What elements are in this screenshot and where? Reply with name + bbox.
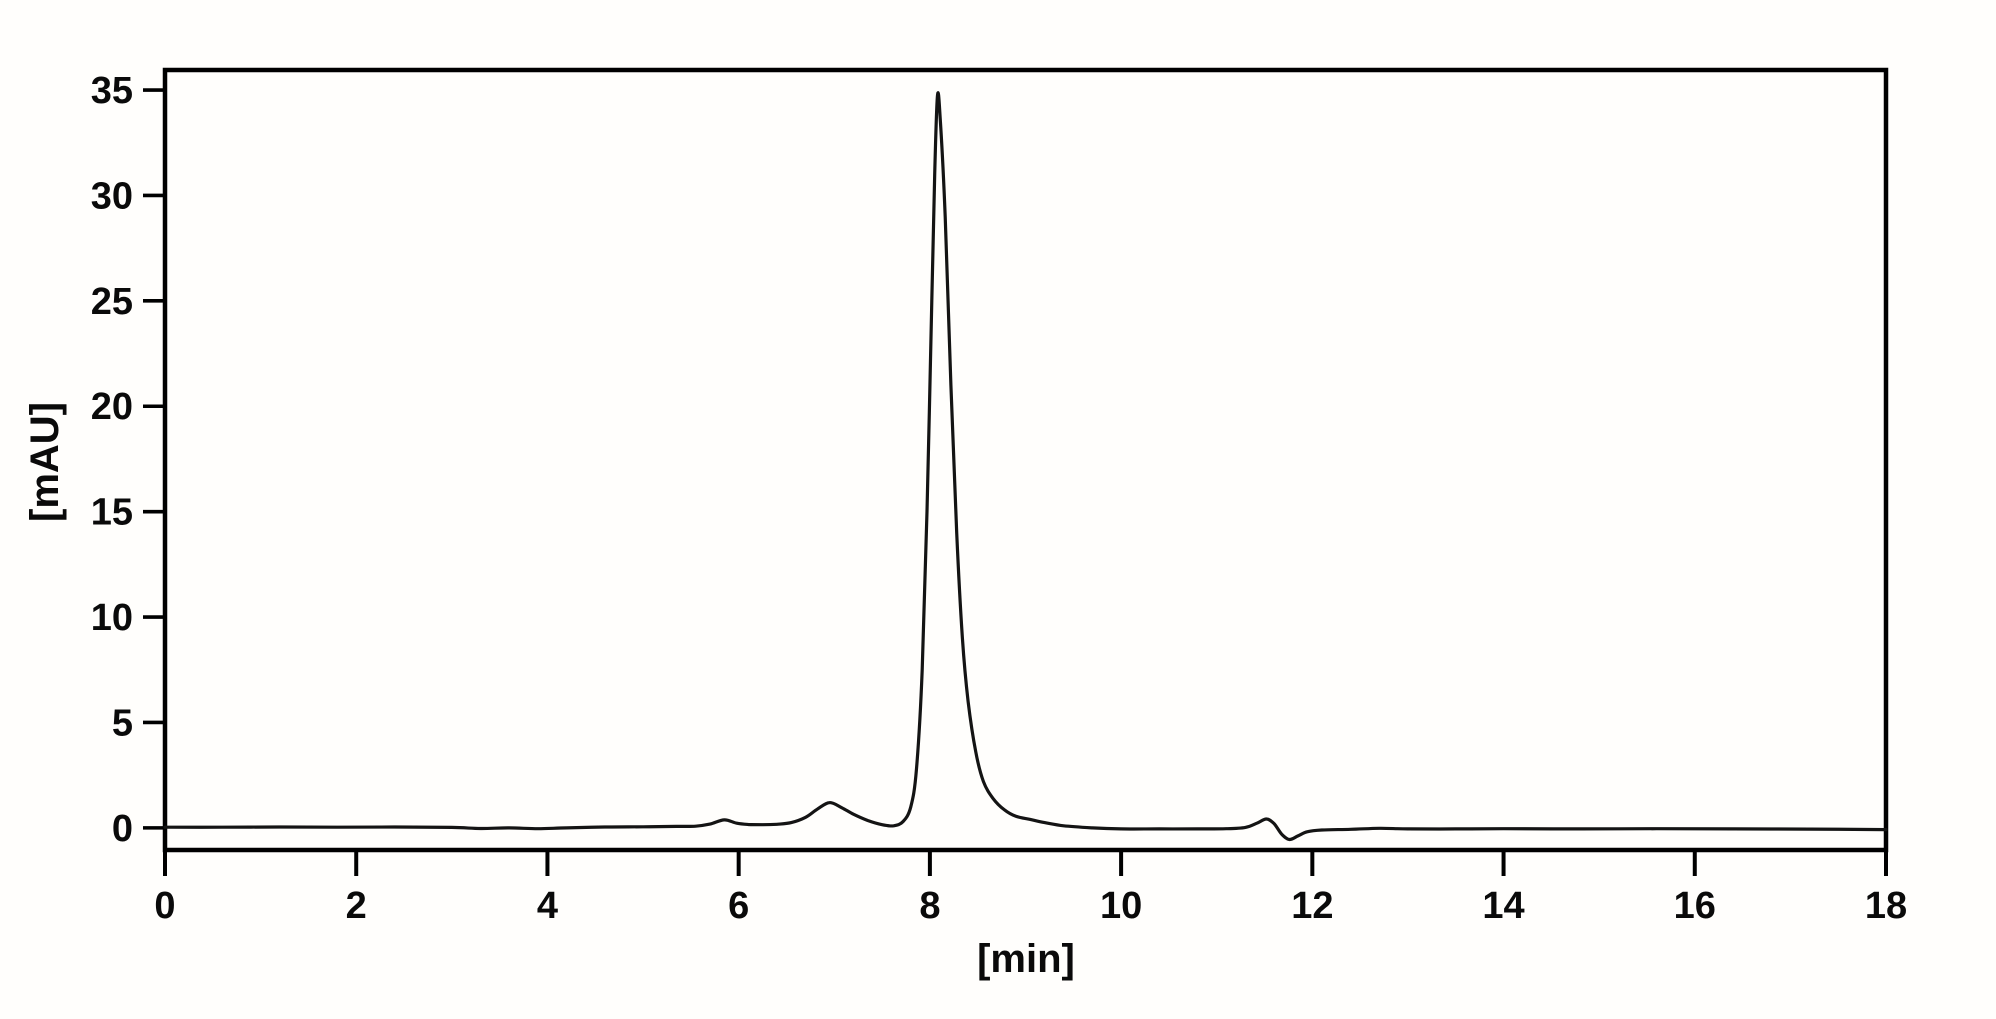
x-tick-label: 2 [346, 885, 367, 927]
y-tick-label: 30 [91, 175, 133, 217]
x-tick-label: 10 [1100, 885, 1142, 927]
y-axis-ticks: 0 5 10 15 20 25 30 35 [91, 70, 165, 850]
x-axis-ticks: 0 2 4 6 8 10 12 14 16 18 [154, 850, 1907, 927]
y-tick-label: 35 [91, 70, 133, 112]
y-tick-label: 15 [91, 492, 133, 534]
y-axis-title: [mAU] [23, 402, 67, 522]
x-tick-label: 0 [154, 885, 175, 927]
x-axis-title: [min] [977, 937, 1075, 981]
x-tick-label: 14 [1482, 885, 1524, 927]
signal-path [163, 91, 1888, 842]
y-tick-label: 0 [112, 808, 133, 850]
x-tick-label: 8 [919, 885, 940, 927]
x-tick-label: 18 [1865, 885, 1907, 927]
x-tick-label: 4 [537, 885, 558, 927]
x-tick-label: 12 [1291, 885, 1333, 927]
signal-trace [163, 91, 1888, 842]
x-tick-label: 16 [1674, 885, 1716, 927]
plot-border [162, 67, 1889, 853]
y-tick-label: 20 [91, 386, 133, 428]
plot-frame [162, 67, 1889, 853]
y-tick-label: 5 [112, 702, 133, 744]
y-tick-label: 25 [91, 281, 133, 323]
y-tick-label: 10 [91, 597, 133, 639]
x-tick-label: 6 [728, 885, 749, 927]
